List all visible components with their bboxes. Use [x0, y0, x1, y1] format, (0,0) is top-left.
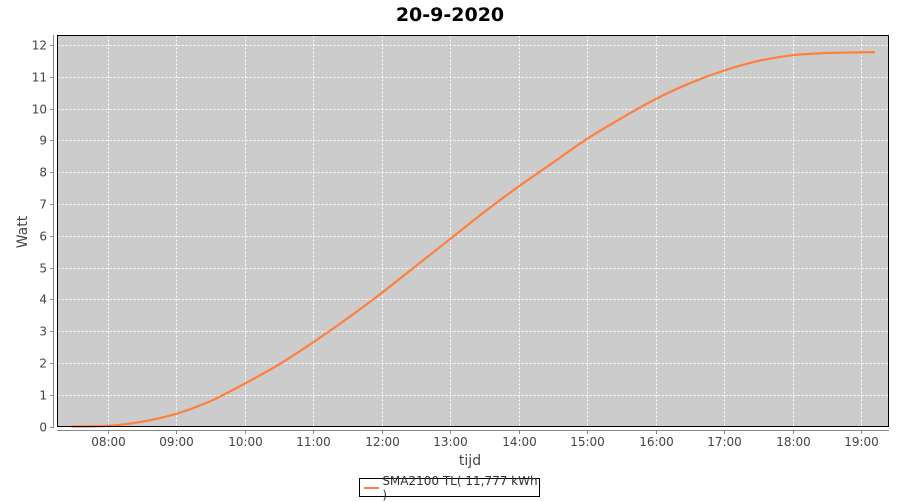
x-tick-label: 09:00 — [159, 435, 194, 449]
y-tick-label: 11 — [32, 71, 47, 85]
y-tick-label: 1 — [39, 389, 47, 403]
x-tick-label: 12:00 — [365, 435, 400, 449]
x-tick-label: 17:00 — [707, 435, 742, 449]
legend-swatch — [364, 487, 379, 489]
y-tick-label: 6 — [39, 230, 47, 244]
x-tick-label: 13:00 — [433, 435, 468, 449]
x-tick-label: 10:00 — [228, 435, 263, 449]
y-tick-label: 8 — [39, 166, 47, 180]
x-tick-label: 19:00 — [844, 435, 879, 449]
x-ticks: 08:00 09:00 10:00 11:00 12:00 13:00 14:00 15:00… — [91, 430, 879, 449]
y-tick-label: 5 — [39, 262, 47, 276]
chart-title: 20-9-2020 — [396, 4, 504, 26]
x-tick-label: 15:00 — [570, 435, 605, 449]
x-tick-label: 14:00 — [502, 435, 537, 449]
x-tick-label: 08:00 — [91, 435, 126, 449]
x-tick-label: 11:00 — [296, 435, 331, 449]
y-axis-label: Watt — [15, 215, 31, 248]
y-tick-label: 9 — [39, 134, 47, 148]
y-tick-label: 3 — [39, 325, 47, 339]
y-tick-label: 2 — [39, 357, 47, 371]
x-tick-label: 18:00 — [776, 435, 811, 449]
y-tick-label: 7 — [39, 198, 47, 212]
plot-area — [58, 36, 889, 427]
legend: SMA2100 TL( 11,777 kWh ) — [359, 478, 540, 497]
legend-label: SMA2100 TL( 11,777 kWh ) — [382, 474, 539, 502]
x-axis-label: tijd — [459, 453, 481, 469]
y-tick-label: 4 — [39, 293, 47, 307]
y-tick-label: 12 — [32, 39, 47, 53]
y-tick-label: 0 — [39, 421, 47, 435]
x-tick-label: 16:00 — [639, 435, 674, 449]
y-tick-label: 10 — [32, 103, 47, 117]
